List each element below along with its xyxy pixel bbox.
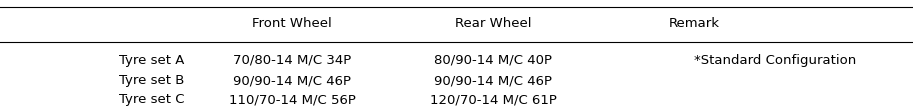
Text: 70/80-14 M/C 34P: 70/80-14 M/C 34P bbox=[233, 54, 352, 67]
Text: Front Wheel: Front Wheel bbox=[252, 17, 332, 30]
Text: 90/90-14 M/C 46P: 90/90-14 M/C 46P bbox=[233, 74, 352, 87]
Text: 110/70-14 M/C 56P: 110/70-14 M/C 56P bbox=[229, 93, 355, 106]
Text: Remark: Remark bbox=[668, 17, 719, 30]
Text: 90/90-14 M/C 46P: 90/90-14 M/C 46P bbox=[434, 74, 552, 87]
Text: 80/90-14 M/C 40P: 80/90-14 M/C 40P bbox=[434, 54, 552, 67]
Text: Rear Wheel: Rear Wheel bbox=[455, 17, 531, 30]
Text: Tyre set B: Tyre set B bbox=[119, 74, 184, 87]
Text: Tyre set C: Tyre set C bbox=[119, 93, 184, 106]
Text: Tyre set A: Tyre set A bbox=[119, 54, 184, 67]
Text: *Standard Configuration: *Standard Configuration bbox=[694, 54, 856, 67]
Text: 120/70-14 M/C 61P: 120/70-14 M/C 61P bbox=[430, 93, 556, 106]
